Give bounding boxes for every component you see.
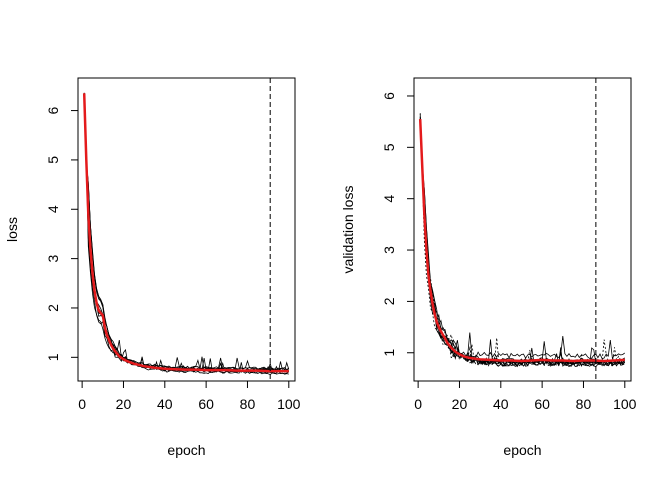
x-tick-label: 40 [493,396,509,412]
mean-group [418,119,625,363]
x-tick-label: 80 [576,396,592,412]
loss-panel: 0 20 40 60 80 100 1 2 3 4 5 6 epoch loss [4,77,301,458]
x-tick-label: 100 [277,396,301,412]
plot-area-frame [77,77,296,382]
y-tick-label: 4 [381,195,397,203]
x-tick-label: 60 [198,396,214,412]
x-axis-label: epoch [503,442,541,458]
validation-loss-panel: 0 20 40 60 80 100 1 2 3 4 5 6 epoch validation los… [340,77,637,458]
run-line [83,94,290,371]
y-tick-label: 5 [45,156,61,164]
y-tick-label: 1 [381,349,397,357]
run-line [83,94,289,373]
run-line [419,119,626,365]
run-line [419,117,626,360]
y-tick-label: 2 [45,304,61,312]
run-line [83,93,289,375]
run-line [83,93,289,373]
run-line [419,121,625,368]
x-tick-label: 80 [240,396,256,412]
mean-line [82,93,289,373]
y-tick-label: 6 [45,106,61,114]
x-tick-label: 100 [613,396,637,412]
y-tick-label: 6 [381,92,397,100]
run-line [419,119,626,368]
x-tick-label: 60 [534,396,550,412]
y-axis: 1 2 3 4 5 6 [381,92,415,357]
x-tick-label: 0 [414,396,422,412]
mean-line [418,119,625,363]
run-line [83,95,289,372]
run-line [419,114,626,367]
x-tick-label: 20 [452,396,468,412]
y-tick-label: 1 [45,353,61,361]
x-tick-label: 40 [157,396,173,412]
y-tick-label: 5 [381,143,397,151]
y-tick-label: 2 [381,297,397,305]
run-line [419,113,626,366]
run-line [419,119,626,367]
run-line [419,121,626,368]
run-line [83,95,290,372]
run-line [419,116,625,367]
y-tick-label: 3 [381,246,397,254]
x-axis-label: epoch [167,442,205,458]
runs-group [419,113,626,368]
y-axis-label: loss [4,217,20,242]
y-tick-label: 4 [45,205,61,213]
x-tick-label: 20 [116,396,132,412]
run-line [83,93,289,373]
y-axis-label: validation loss [340,186,356,274]
run-line [83,93,289,373]
run-line [419,120,626,365]
y-tick-label: 3 [45,255,61,263]
run-line [83,94,290,371]
run-line [83,92,290,375]
x-tick-label: 0 [78,396,86,412]
runs-group [83,92,290,375]
x-axis: 0 20 40 60 80 100 [414,380,637,412]
mean-group [82,93,289,373]
y-axis: 1 2 3 4 5 6 [45,106,79,361]
x-axis: 0 20 40 60 80 100 [78,380,301,412]
